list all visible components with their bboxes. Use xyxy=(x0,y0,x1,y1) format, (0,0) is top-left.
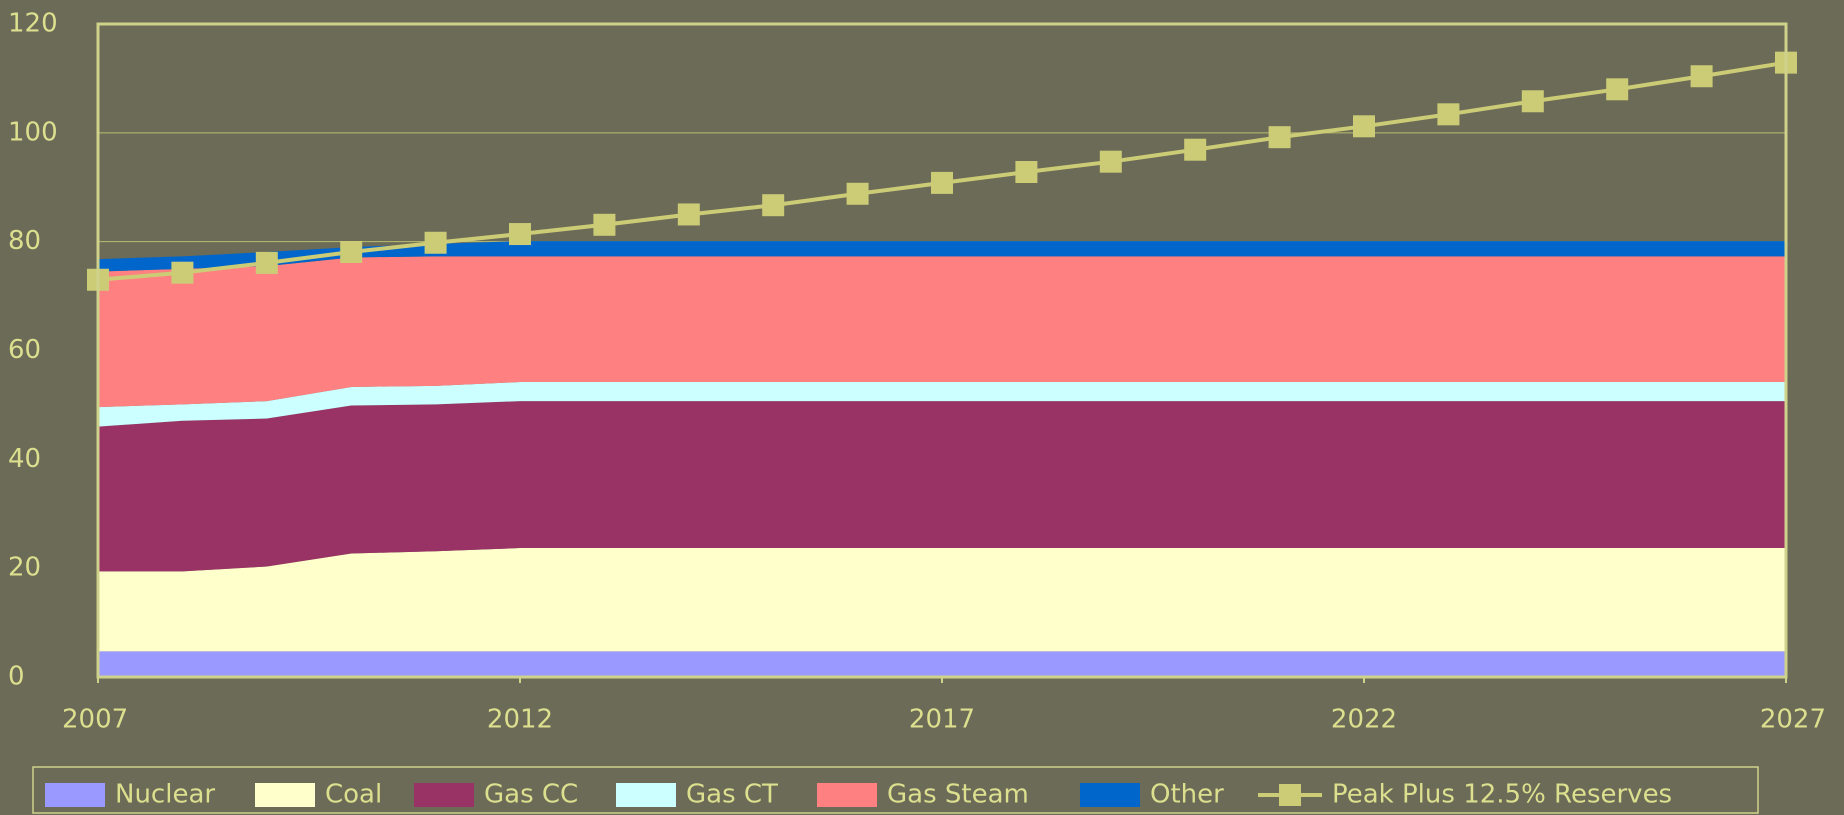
x-tick-label: 2027 xyxy=(1760,705,1826,735)
marker xyxy=(1437,103,1460,126)
marker xyxy=(1690,65,1713,88)
area xyxy=(98,401,1786,572)
legend-swatch xyxy=(45,783,105,807)
legend-label: Gas Steam xyxy=(887,780,1029,810)
marker xyxy=(1184,138,1207,161)
legend-swatch xyxy=(255,783,315,807)
marker xyxy=(1268,126,1291,149)
marker xyxy=(255,251,278,274)
y-tick-label: 100 xyxy=(8,117,58,147)
x-tick-label: 2017 xyxy=(909,705,975,735)
area xyxy=(98,382,1786,427)
legend-label: Nuclear xyxy=(115,780,215,810)
legend-swatch xyxy=(414,783,474,807)
marker xyxy=(593,213,616,236)
area xyxy=(98,651,1786,677)
area xyxy=(98,548,1786,652)
x-tick-label: 2007 xyxy=(62,705,128,735)
legend-swatch xyxy=(817,783,877,807)
marker xyxy=(846,182,869,205)
marker xyxy=(1015,161,1038,184)
legend-swatch xyxy=(616,783,676,807)
y-tick-label: 80 xyxy=(8,226,41,256)
y-tick-label: 120 xyxy=(8,9,58,39)
legend-label: Other xyxy=(1150,780,1224,810)
marker xyxy=(171,261,194,284)
y-tick-label: 40 xyxy=(8,444,41,474)
marker xyxy=(931,171,953,194)
plot-border xyxy=(96,22,1788,679)
marker xyxy=(509,223,531,246)
legend-marker xyxy=(1279,784,1301,806)
legend-label: Gas CT xyxy=(686,780,778,810)
marker xyxy=(1353,115,1375,138)
marker xyxy=(424,231,447,254)
legend-label: Gas CC xyxy=(484,780,578,810)
legend-box xyxy=(32,766,1759,814)
marker xyxy=(677,203,700,226)
legend-label: Peak Plus 12.5% Reserves xyxy=(1332,780,1672,810)
marker xyxy=(1606,78,1629,101)
y-tick-label: 20 xyxy=(8,553,41,583)
legend-label: Coal xyxy=(325,780,382,810)
marker xyxy=(762,194,785,217)
marker xyxy=(1099,150,1122,173)
y-tick-label: 0 xyxy=(8,662,25,692)
marker xyxy=(1521,90,1544,113)
area xyxy=(98,256,1786,408)
x-tick-label: 2022 xyxy=(1331,705,1397,735)
marker xyxy=(340,241,363,264)
legend-swatch xyxy=(1080,783,1140,807)
y-tick-label: 60 xyxy=(8,335,41,365)
area xyxy=(98,241,1786,272)
x-tick-label: 2012 xyxy=(487,705,553,735)
